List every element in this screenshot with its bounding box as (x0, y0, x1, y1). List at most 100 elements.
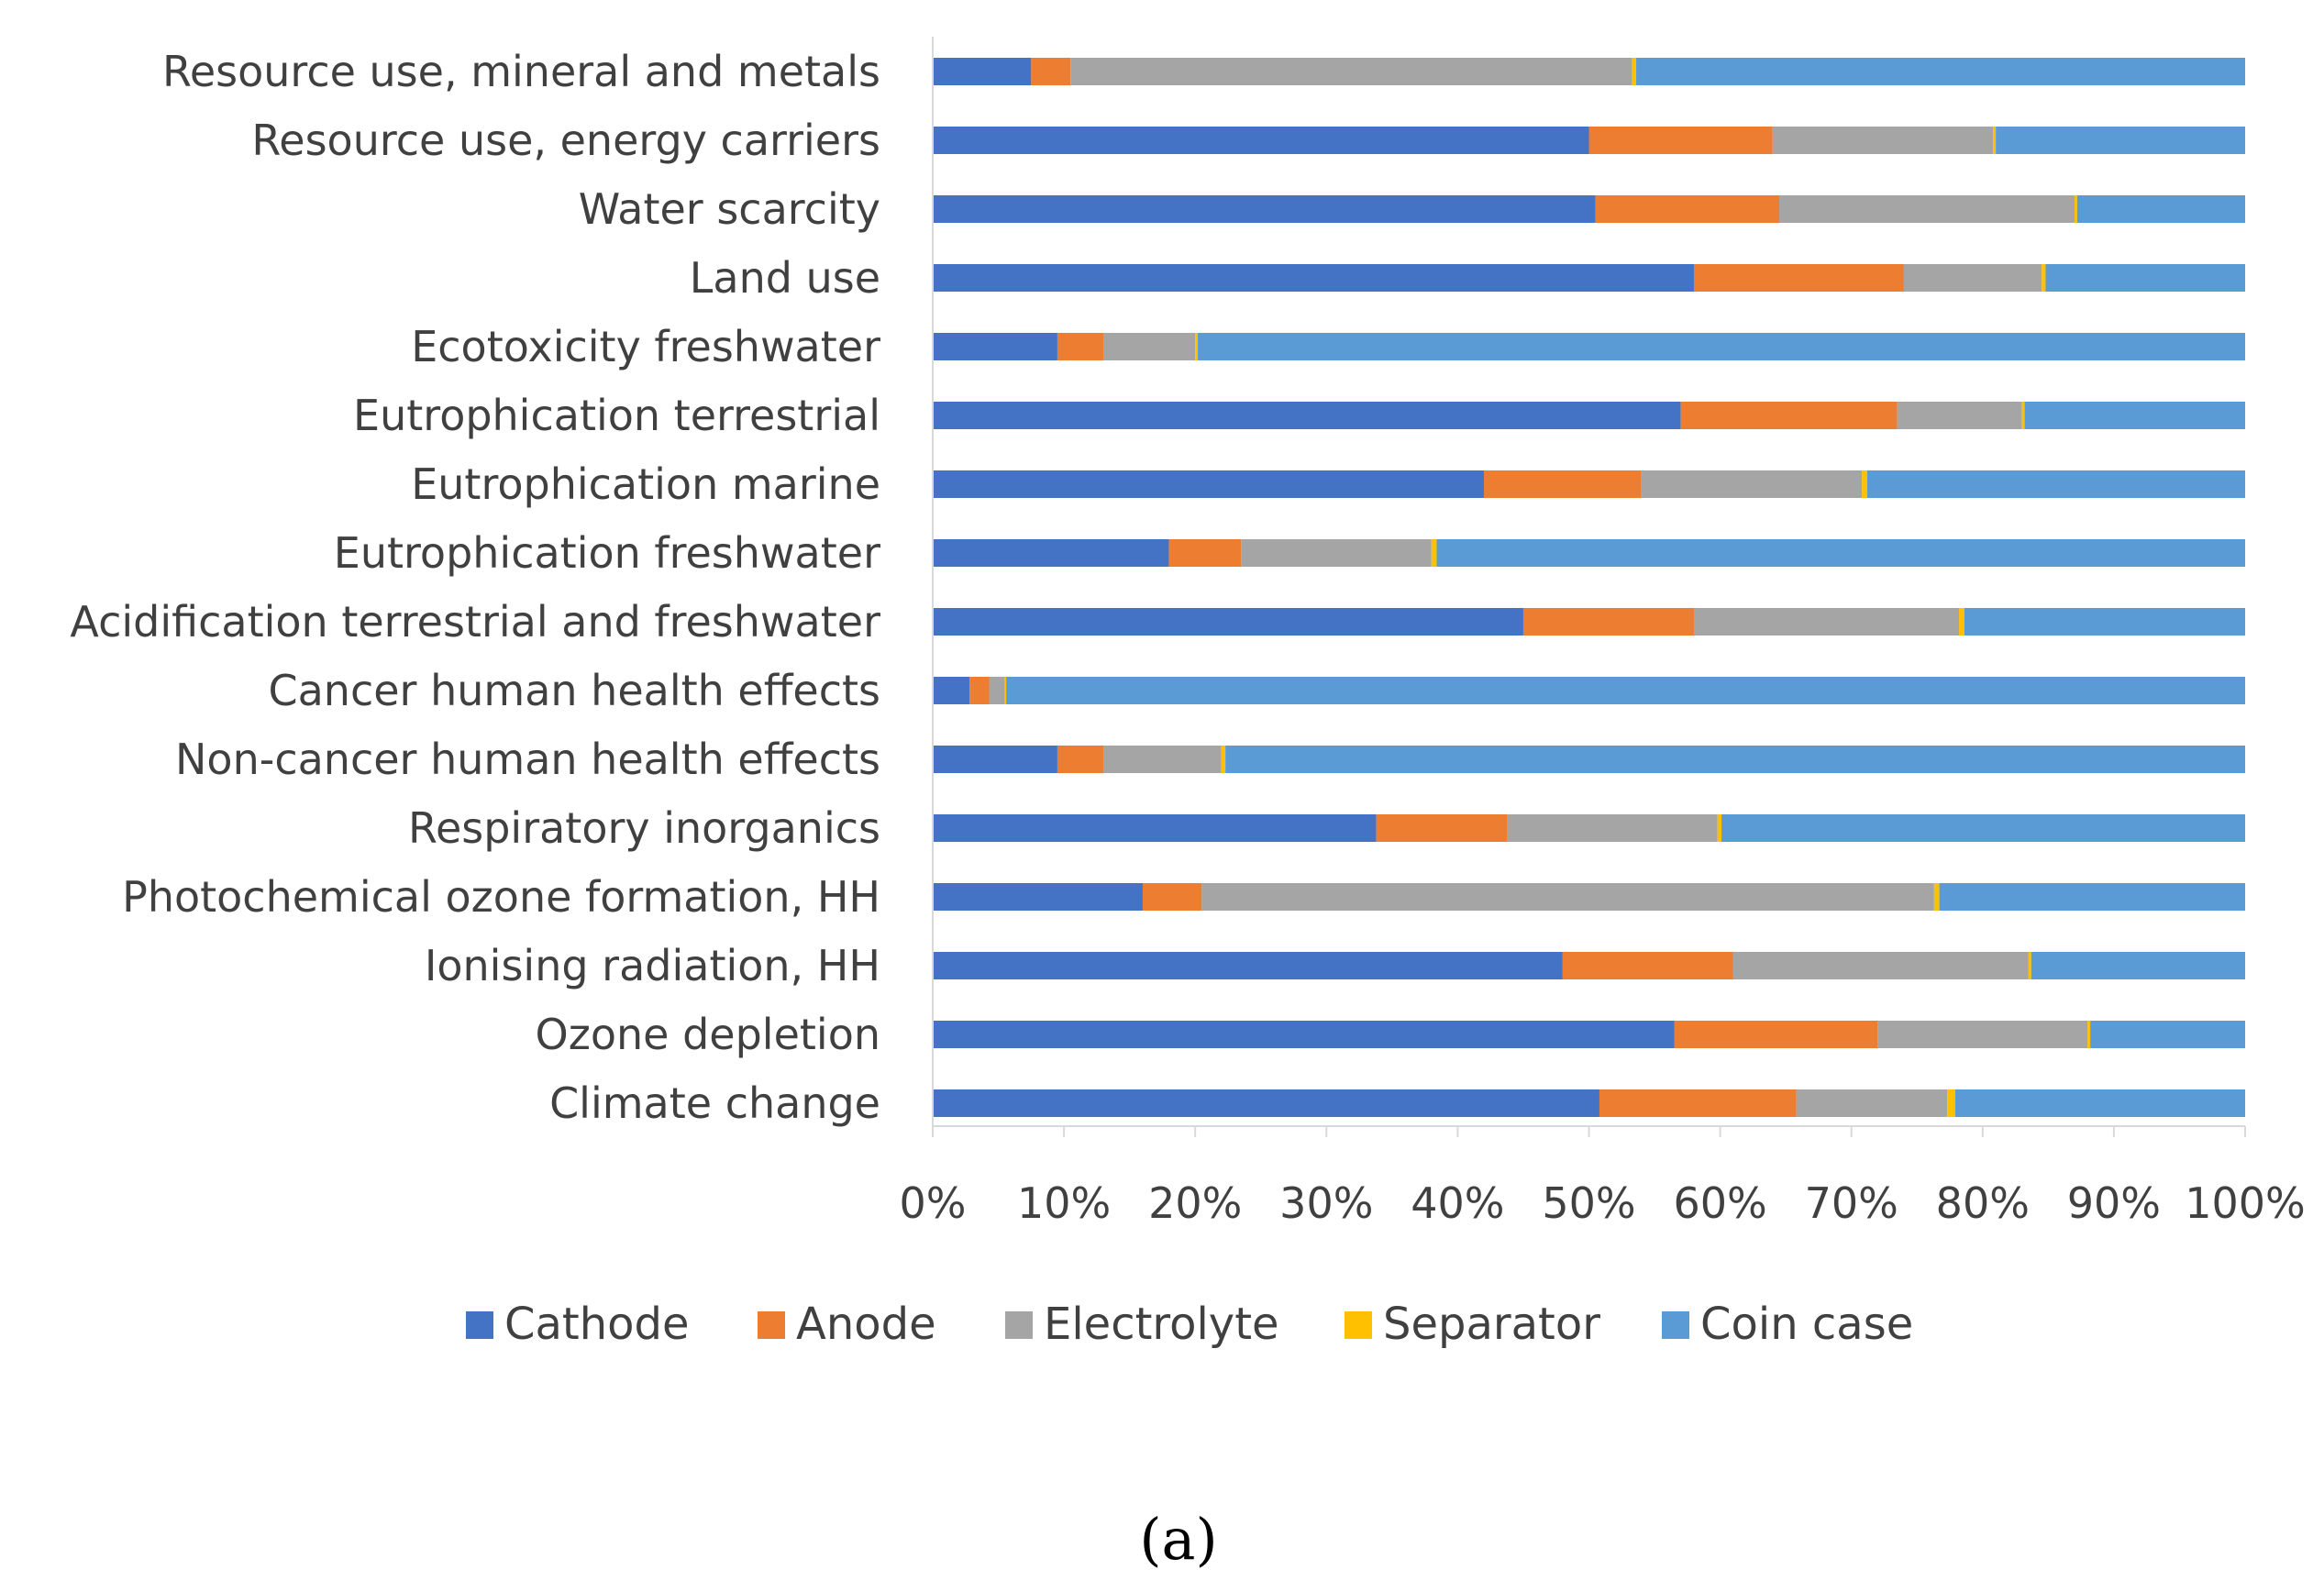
bar-segment-coin-case (2024, 402, 2245, 429)
bar-segment-anode (1522, 608, 1694, 636)
bar-segment-separator (1959, 608, 1964, 636)
legend: Cathode Anode Electrolyte Separator Coin cas… (466, 1299, 1913, 1350)
bar-segment-coin-case (2076, 195, 2245, 223)
bar-segment-separator (2021, 402, 2025, 429)
bar-segment-separator (1993, 127, 1997, 154)
bar-segment-cathode (933, 402, 1681, 429)
bar-segment-separator (1632, 58, 1637, 85)
category-label: Water scarcity (579, 184, 880, 234)
bar-segment-cathode (933, 127, 1589, 154)
bar-segment-anode (1057, 333, 1104, 360)
bar-segment-anode (969, 677, 990, 704)
bar-segment-anode (1674, 1021, 1878, 1048)
bar-segment-anode (1031, 58, 1071, 85)
bar-segment-anode (1057, 746, 1104, 773)
bar-segment-electrolyte (1070, 58, 1632, 85)
bar-segment-coin-case (1225, 746, 2245, 773)
x-tick-label: 0% (900, 1178, 967, 1228)
x-tick-label: 50% (1542, 1178, 1635, 1228)
bar-segment-electrolyte (1103, 333, 1196, 360)
bar-segment-anode (1599, 1089, 1797, 1117)
x-tick-label: 100% (2185, 1178, 2306, 1228)
bar-segment-separator (2087, 1021, 2091, 1048)
category-label: Respiratory inorganics (408, 803, 880, 853)
category-label: Non-cancer human health effects (175, 735, 880, 784)
category-labels: Resource use, mineral and metals Resource… (70, 47, 880, 1128)
bar-segment-cathode (933, 264, 1694, 292)
bar-segment-anode (1142, 883, 1202, 911)
bar-segment-electrolyte (989, 677, 1005, 704)
x-tick-label: 60% (1673, 1178, 1766, 1228)
category-label: Land use (690, 253, 880, 303)
x-axis: 0% 10% 20% 30% 40% 50% 60% 70% 80% 90% 100% (900, 37, 2306, 1228)
bar-segment-electrolyte (1201, 883, 1934, 911)
bar-segment-cathode (933, 1089, 1599, 1117)
x-tick-label: 30% (1279, 1178, 1373, 1228)
bar-segment-electrolyte (1903, 264, 2042, 292)
bar-segment-cathode (933, 677, 970, 704)
category-label: Climate change (549, 1078, 880, 1128)
bar-segment-coin-case (1636, 58, 2245, 85)
bar-segment-coin-case (1436, 539, 2245, 567)
bar-segment-separator (1933, 883, 1940, 911)
bar-segment-cathode (933, 608, 1523, 636)
category-label: Ionising radiation, HH (425, 941, 880, 990)
bar-segment-coin-case (1866, 470, 2245, 498)
bar-segment-coin-case (1198, 333, 2245, 360)
category-label: Resource use, mineral and metals (162, 47, 880, 96)
bar-segment-electrolyte (1897, 402, 2022, 429)
legend-swatch-electrolyte (1005, 1311, 1033, 1339)
bar-segment-cathode (933, 883, 1143, 911)
bar-segment-electrolyte (1507, 814, 1718, 842)
bar-segment-coin-case (1721, 814, 2245, 842)
bar-segment-coin-case (2090, 1021, 2245, 1048)
legend-label: Electrolyte (1044, 1299, 1279, 1350)
category-label: Eutrophication marine (411, 459, 880, 509)
bar-segment-separator (2028, 952, 2031, 979)
legend-label: Cathode (504, 1299, 690, 1350)
category-label: Photochemical ozone formation, HH (122, 872, 880, 922)
bar-segment-cathode (933, 952, 1563, 979)
category-label: Eutrophication freshwater (334, 528, 880, 578)
bar-segment-cathode (933, 746, 1057, 773)
bar-segment-electrolyte (1641, 470, 1863, 498)
bar-segment-anode (1680, 402, 1898, 429)
bar-segment-anode (1484, 470, 1642, 498)
bar-segment-electrolyte (1693, 608, 1960, 636)
legend-label: Separator (1383, 1299, 1600, 1350)
bar-segment-anode (1595, 195, 1779, 223)
bar-segment-cathode (933, 58, 1032, 85)
legend-swatch-separator (1345, 1311, 1372, 1339)
bar-segment-coin-case (2031, 952, 2245, 979)
x-tick-label: 80% (1936, 1178, 2030, 1228)
bar-segment-separator (2074, 195, 2077, 223)
bar-segment-cathode (933, 195, 1596, 223)
bar-segment-electrolyte (1732, 952, 2029, 979)
bar-segment-separator (1717, 814, 1722, 842)
bar-segment-separator (2042, 264, 2046, 292)
bar-segment-anode (1588, 127, 1773, 154)
category-label: Resource use, energy carriers (251, 116, 880, 165)
bar-segment-separator (1195, 333, 1199, 360)
category-label: Acidification terrestrial and freshwater (70, 597, 880, 647)
bar-segment-electrolyte (1772, 127, 1994, 154)
bar-segment-electrolyte (1103, 746, 1222, 773)
bar-segment-anode (1168, 539, 1242, 567)
bar-segment-anode (1376, 814, 1508, 842)
bar-segment-coin-case (1954, 1089, 2245, 1117)
bar-segment-cathode (933, 814, 1377, 842)
category-label: Eutrophication terrestrial (353, 391, 880, 440)
bar-segment-electrolyte (1796, 1089, 1948, 1117)
legend-label: Anode (796, 1299, 936, 1350)
x-tick-label: 70% (1805, 1178, 1898, 1228)
bar-segment-separator (1431, 539, 1437, 567)
bar-segment-cathode (933, 470, 1485, 498)
legend-swatch-cathode (466, 1311, 493, 1339)
category-label: Ozone depletion (536, 1010, 880, 1059)
bar-segment-separator (1862, 470, 1867, 498)
bar-segment-coin-case (1939, 883, 2245, 911)
bar-segment-cathode (933, 539, 1169, 567)
x-tick-label: 20% (1148, 1178, 1242, 1228)
bar-segment-cathode (933, 333, 1057, 360)
